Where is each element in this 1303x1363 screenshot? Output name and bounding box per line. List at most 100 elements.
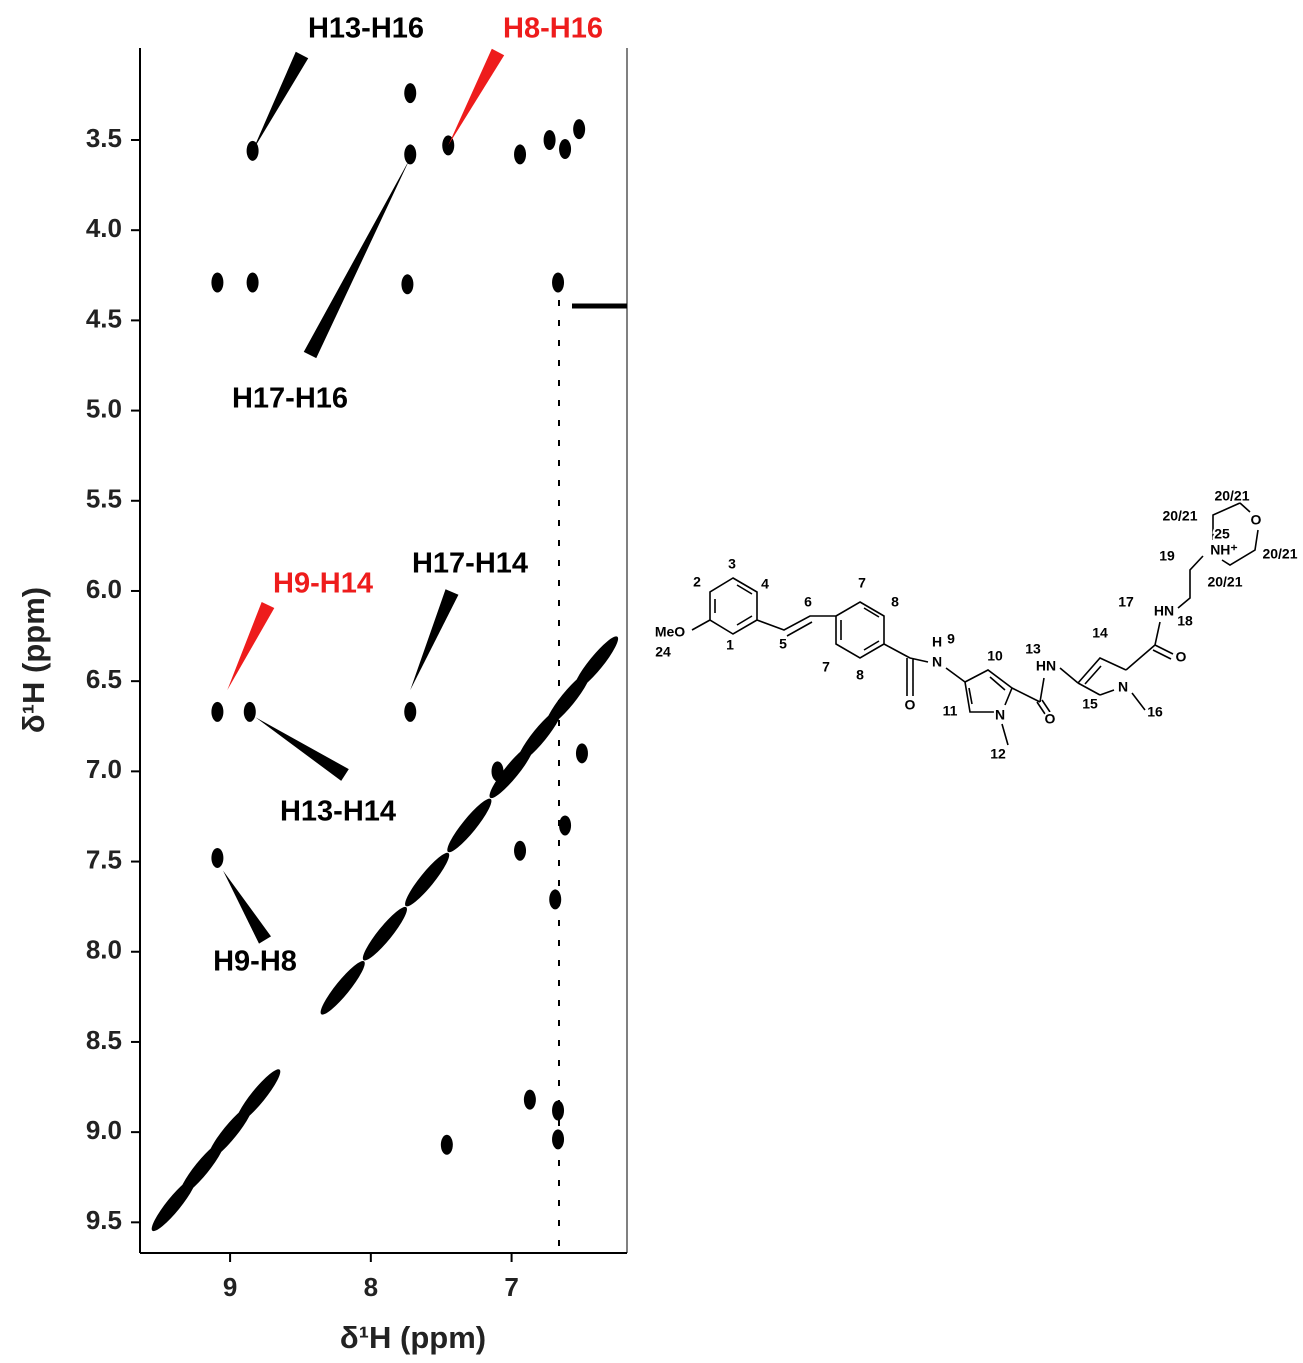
cross-peak (211, 847, 224, 868)
cross-peak (573, 119, 586, 140)
annotation-pointer (448, 48, 505, 146)
diagonal-peak (447, 798, 492, 853)
y-tick-label: 6.5 (86, 664, 122, 694)
plot (139, 48, 628, 1254)
atom-label: 16 (1147, 704, 1163, 720)
atom-label: N (932, 654, 942, 670)
annotation: H9-H14 (273, 568, 373, 600)
atom-label: O (905, 697, 916, 713)
atom-label: O (1176, 649, 1187, 665)
cross-peak (514, 144, 527, 165)
atom-label: 20/21 (1207, 574, 1242, 590)
annotation-pointer (227, 601, 275, 691)
cross-peak (552, 272, 565, 293)
cross-peak (514, 840, 527, 861)
y-tick-label: 7.5 (86, 844, 122, 874)
diagonal-peak (405, 852, 450, 907)
y-axis-label: δ¹H (ppm) (16, 587, 51, 733)
x-tick-label: 9 (223, 1272, 237, 1302)
atom-label: H (932, 634, 942, 650)
atom-label: 9 (947, 631, 955, 647)
cross-peak (243, 701, 256, 722)
bonds (691, 502, 1259, 746)
y-tick-label: 5.5 (86, 484, 122, 514)
cross-peak (404, 83, 417, 104)
atom-label: 3 (728, 556, 736, 572)
cross-peak (559, 815, 572, 836)
diagonal-peak (236, 1069, 281, 1123)
cross-peak (440, 1134, 453, 1155)
atom-label: 15 (1082, 696, 1098, 712)
y-tick-label: 9.5 (86, 1205, 122, 1235)
x-tick-label: 8 (364, 1272, 378, 1302)
y-tick-label: 5.0 (86, 393, 122, 423)
y-tick-label: 4.5 (86, 303, 122, 333)
annotation: H17-H14 (412, 548, 528, 580)
atom-label: 20/21 (1262, 546, 1297, 562)
annotation-pointer (255, 717, 349, 781)
atom-label: 1 (726, 637, 734, 653)
x-tick-label: 7 (504, 1272, 518, 1302)
atom-label: 11 (943, 703, 958, 719)
cross-peak (559, 139, 572, 160)
atom-label: 10 (987, 648, 1003, 664)
cross-peak (552, 1100, 565, 1121)
atom-label: 7 (858, 575, 866, 591)
atom-label: O (1045, 711, 1056, 727)
structure-bonds (691, 502, 1259, 746)
annotation-pointer (303, 158, 411, 359)
diagonal-peak (362, 906, 407, 961)
annotation: H13-H14 (280, 796, 396, 828)
atom-label: 20/21 (1214, 488, 1249, 504)
cross-peak (552, 1129, 565, 1150)
y-tick-label: 3.5 (86, 123, 122, 153)
atom-label: 8 (856, 667, 864, 683)
atom-label: HN (1036, 658, 1056, 674)
cross-peak (211, 701, 224, 722)
annotation-pointer (223, 870, 271, 944)
cross-peak (491, 761, 504, 782)
atom-label: 8 (891, 594, 899, 610)
atom-label: 6 (804, 594, 812, 610)
cross-peak (246, 272, 259, 293)
atom-label: 13 (1025, 641, 1041, 657)
atom-label: 7 (822, 659, 830, 675)
atom-label: 17 (1118, 594, 1134, 610)
annotation: H8-H16 (503, 13, 603, 45)
atom-label: 24 (655, 644, 671, 660)
cross-peak (401, 274, 414, 295)
cross-peak (404, 144, 417, 165)
atom-label: 2 (693, 574, 701, 590)
cross-peak (543, 129, 556, 150)
atom-label: N (1118, 679, 1128, 695)
atom-label: 18 (1177, 613, 1193, 629)
cross-peak (404, 701, 417, 722)
annotation-pointer (410, 589, 459, 691)
atom-label: 5 (779, 636, 787, 652)
atom-label: HN (1154, 603, 1174, 619)
annotation: H13-H16 (308, 13, 424, 45)
diagonal-peak (320, 961, 365, 1015)
y-tick-label: 4.0 (86, 213, 122, 243)
annotation: H17-H16 (232, 383, 348, 415)
atom-label: 25 (1214, 526, 1230, 542)
x-axis-label: δ¹H (ppm) (340, 1320, 486, 1355)
diagonal-peak (573, 636, 619, 690)
atom-label: 14 (1092, 625, 1108, 641)
atom-label: N (995, 707, 1005, 723)
cross-peak (211, 272, 224, 293)
cross-peak (549, 889, 562, 910)
atom-label: 12 (990, 746, 1006, 762)
atom-label: 4 (761, 576, 769, 592)
y-tick-label: 8.5 (86, 1025, 122, 1055)
y-tick-label: 8.0 (86, 935, 122, 965)
atom-label: MeO (655, 624, 685, 640)
annotation-pointer (252, 51, 309, 151)
y-tick-label: 9.0 (86, 1115, 122, 1145)
annotation: H9-H8 (213, 946, 297, 978)
atom-label: NH⁺ (1210, 542, 1238, 558)
y-tick-label: 6.0 (86, 574, 122, 604)
atom-label: 19 (1159, 548, 1175, 564)
atom-label: 20/21 (1162, 508, 1197, 524)
